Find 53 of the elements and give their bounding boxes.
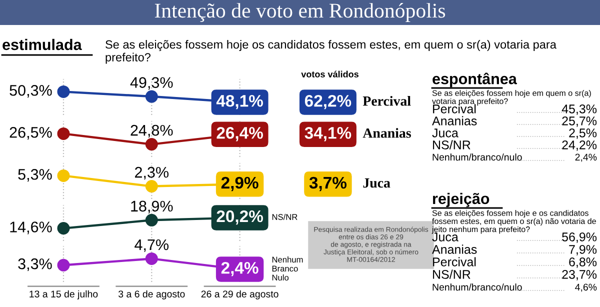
data-label: 5,3%	[18, 168, 52, 182]
category-label: Percival	[433, 104, 476, 114]
text: 7,9%	[569, 245, 597, 256]
text: 3,7%	[309, 176, 347, 192]
text: 2,5%	[569, 128, 597, 139]
data-label: 48,1%	[216, 94, 263, 110]
legend-label: Ananias	[362, 128, 411, 138]
text: 62,2%	[304, 94, 352, 110]
data-label: 20,2%	[216, 210, 263, 225]
data-label: 26,4%	[216, 127, 263, 142]
text: 4,6%	[575, 284, 597, 292]
data-label: 3,3%	[18, 258, 52, 272]
category-label: NS/NR	[433, 270, 470, 279]
category-label: Juca	[432, 232, 458, 242]
data-label: 18,9%	[131, 200, 173, 214]
text: espontânea	[432, 72, 517, 88]
data-label: 2,9%	[221, 176, 258, 192]
x-tick-label: 26 a 29 de agosto	[201, 290, 278, 300]
data-label: 24,8%	[130, 124, 173, 138]
category-label: Ananias	[432, 244, 477, 254]
category-label: Nenhum/branco/nulo	[432, 283, 522, 291]
category-label: Percival	[433, 257, 476, 266]
data-label: 2,4%	[221, 262, 258, 276]
x-tick-label: 13 a 15 de julho	[30, 290, 98, 300]
text: NS/NR	[272, 214, 298, 220]
data-label: 50,3%	[10, 84, 52, 98]
text: Se as eleições fossem hoje os candidatos fossem estes, em quem o sr(a) votaria para prefeito?	[106, 40, 556, 64]
text: 2,4%	[575, 154, 597, 162]
data-label: 26,5%	[10, 126, 52, 140]
text: votos válidos	[301, 70, 358, 78]
category-label: Ananias	[432, 116, 477, 126]
category-label: Juca	[432, 128, 458, 138]
data-label: 14,6%	[10, 222, 52, 234]
text: 24,2%	[562, 140, 597, 151]
text: 45,3%	[562, 104, 597, 115]
data-label: 49,3%	[130, 77, 173, 90]
text: 34,1%	[304, 127, 352, 142]
text: 25,7%	[562, 116, 597, 127]
legend-label: Juca	[363, 178, 390, 188]
text: 6,8%	[569, 258, 597, 268]
data-label: 4,7%	[134, 239, 169, 252]
x-tick-label: 3 a 6 de agosto	[118, 290, 185, 300]
text: Se as eleições fossem hoje e os candidatos fossem estes, em quem o sr(a) não votaria de jeito nenhum para prefeito?	[432, 210, 596, 234]
category-label: NS/NR	[433, 140, 470, 150]
legend-label: Percival	[362, 96, 411, 106]
text: 56,9%	[562, 232, 597, 243]
chart-title: Intenção de voto em Rondonópolis	[154, 3, 446, 22]
data-label: 2,3%	[135, 166, 169, 180]
chart-subtitle: estimulada	[2, 38, 82, 50]
text: rejeição	[433, 192, 490, 208]
text: 23,7%	[562, 270, 597, 280]
category-label: Nenhum/branco/nulo	[432, 153, 522, 161]
text: Nenhum Branco Nulo	[272, 256, 303, 281]
